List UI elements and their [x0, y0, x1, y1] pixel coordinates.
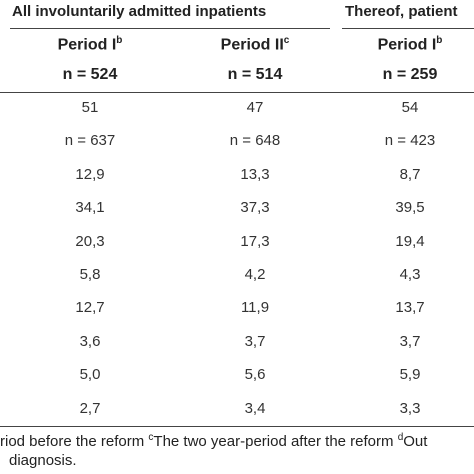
table-cell: 4,2 [244, 266, 266, 283]
footnote-line-2: diagnosis. [9, 452, 77, 469]
column-header-period-1: Period Ib [57, 35, 123, 54]
table-cell: 54 [401, 99, 419, 116]
table-cell: 51 [81, 99, 99, 116]
table-cell: 3,7 [244, 333, 266, 350]
table-cell: 3,6 [79, 333, 101, 350]
table-cell: 12,7 [75, 299, 105, 316]
group-rule-1 [10, 28, 330, 29]
table-row: 20,3 17,3 19,4 [0, 233, 474, 263]
header-bottom-rule [0, 92, 474, 93]
column-n-period-1: n = 524 [62, 66, 118, 83]
group-rule-2 [342, 28, 474, 29]
table-cell: 3,4 [244, 400, 266, 417]
table-row: n = 637 n = 648 n = 423 [0, 132, 474, 162]
footnote-line-1: riod before the reform cThe two year-per… [0, 432, 428, 450]
table-cell: 11,9 [240, 299, 270, 316]
table-cell: n = 423 [384, 132, 436, 149]
table-cell: 2,7 [79, 400, 101, 417]
column-n-period-1b: n = 259 [382, 66, 438, 83]
table-row: 5,8 4,2 4,3 [0, 266, 474, 296]
group-header-all-inpatients: All involuntarily admitted inpatients [12, 3, 267, 20]
table-cell: 19,4 [395, 233, 425, 250]
table-row: 12,9 13,3 8,7 [0, 166, 474, 196]
table-cell: 3,3 [399, 400, 421, 417]
column-n-period-2: n = 514 [227, 66, 283, 83]
table-cell: 8,7 [399, 166, 421, 183]
table-cell: 39,5 [395, 199, 425, 216]
group-header-thereof: Thereof, patient [345, 3, 458, 20]
table-cell: n = 648 [229, 132, 281, 149]
table-cell: 5,0 [79, 366, 101, 383]
table-cell: 13,3 [240, 166, 270, 183]
table-cell: 4,3 [399, 266, 421, 283]
table-cell: 5,9 [399, 366, 421, 383]
table-bottom-rule [0, 426, 474, 427]
table-cell: 34,1 [75, 199, 105, 216]
table-row: 51 47 54 [0, 99, 474, 129]
column-header-period-1b: Period Ib [377, 35, 443, 54]
table-cell: 3,7 [399, 333, 421, 350]
table-cell: 5,6 [244, 366, 266, 383]
table-row: 3,6 3,7 3,7 [0, 333, 474, 363]
table-row: 5,0 5,6 5,9 [0, 366, 474, 396]
table-cell: 17,3 [240, 233, 270, 250]
table-cell: 5,8 [79, 266, 101, 283]
table-cell: 12,9 [75, 166, 105, 183]
table-cell: n = 637 [64, 132, 116, 149]
table-cell: 13,7 [395, 299, 425, 316]
table-row: 2,7 3,4 3,3 [0, 400, 474, 430]
column-header-period-2: Period IIc [220, 35, 290, 54]
table-row: 12,7 11,9 13,7 [0, 299, 474, 329]
table-cell: 20,3 [75, 233, 105, 250]
table-cell: 37,3 [240, 199, 270, 216]
table-cell: 47 [246, 99, 264, 116]
table-row: 34,1 37,3 39,5 [0, 199, 474, 229]
